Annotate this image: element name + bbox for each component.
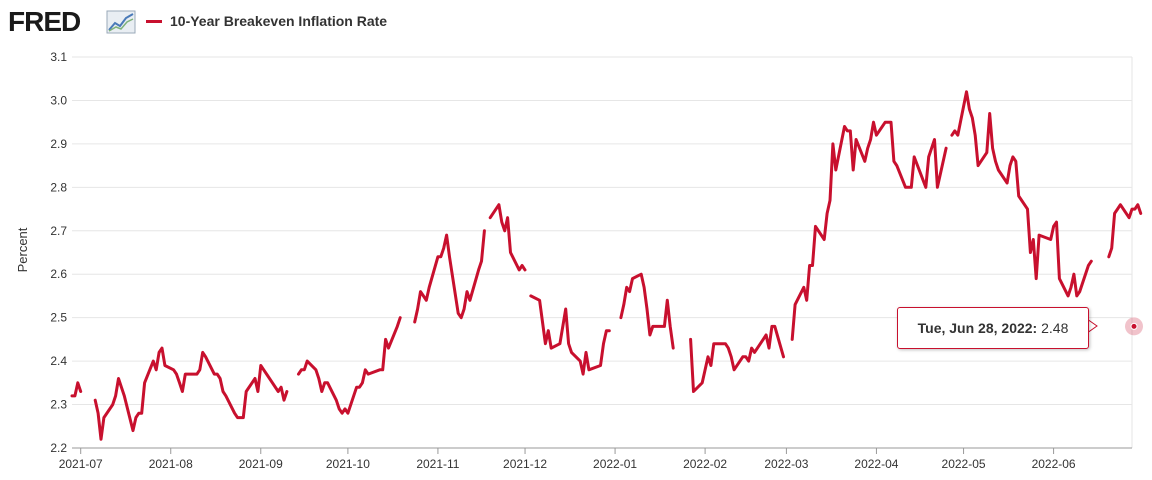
y-axis-ticks: 2.2 2.3 2.4 2.5 2.6 2.7 2.8 2.9 3.0 3.1	[50, 50, 67, 455]
x-tick-label: 2022-06	[1032, 457, 1076, 471]
x-tick-label: 2021-11	[416, 457, 459, 471]
hover-point	[1130, 322, 1138, 330]
x-tick-label: 2021-08	[149, 457, 193, 471]
y-axis-title: Percent	[15, 227, 30, 272]
x-axis: 2021-07 2021-08 2021-09 2021-10 2021-11 2021-…	[59, 447, 1132, 471]
y-tick-label: 2.9	[50, 137, 67, 151]
y-tick-label: 3.0	[50, 93, 67, 107]
x-tick-label: 2022-04	[854, 457, 898, 471]
series-line-segment	[529, 294, 611, 376]
x-tick-label: 2021-10	[326, 457, 370, 471]
series-line-segment	[619, 272, 675, 350]
series-line-segment	[950, 90, 1093, 298]
x-tick-label: 2022-05	[942, 457, 986, 471]
y-tick-label: 3.1	[50, 50, 67, 64]
logo-text: FRED	[8, 6, 81, 37]
x-tick-label: 2021-12	[503, 457, 547, 471]
series-line-segment	[488, 203, 527, 272]
hover-tooltip: Tue, Jun 28, 2022: 2.48	[897, 307, 1089, 349]
y-tick-label: 2.7	[50, 224, 67, 238]
chart-header: FRED 10-Year Breakeven Inflation Rate	[0, 0, 1152, 44]
series-line-segment	[1107, 203, 1143, 259]
x-tick-label: 2022-01	[593, 457, 637, 471]
tooltip-date: Tue, Jun 28, 2022:	[917, 320, 1038, 336]
x-tick-label: 2021-07	[59, 457, 103, 471]
series-line-segment	[70, 381, 83, 398]
series-line-segment	[413, 229, 486, 324]
fred-logo[interactable]: FRED	[8, 8, 138, 38]
series-line[interactable]	[70, 90, 1143, 441]
y-tick-label: 2.5	[50, 311, 67, 325]
y-tick-label: 2.2	[50, 441, 67, 455]
x-tick-label: 2021-09	[239, 457, 283, 471]
legend-label: 10-Year Breakeven Inflation Rate	[170, 13, 388, 29]
series-line-segment	[790, 120, 948, 341]
x-tick-label: 2022-03	[764, 457, 808, 471]
y-tick-label: 2.3	[50, 398, 67, 412]
series-line-segment	[93, 346, 289, 441]
legend-swatch	[146, 19, 162, 23]
y-tick-label: 2.6	[50, 267, 67, 281]
x-tick-label: 2022-02	[683, 457, 727, 471]
series-line-segment	[689, 324, 785, 393]
chart-line-icon	[106, 10, 136, 34]
y-tick-label: 2.8	[50, 180, 67, 194]
series-line-segment	[297, 316, 402, 415]
tooltip-value: 2.48	[1041, 320, 1069, 336]
chart-legend[interactable]: 10-Year Breakeven Inflation Rate	[146, 11, 387, 31]
hover-marker	[1086, 317, 1143, 336]
y-tick-label: 2.4	[50, 354, 67, 368]
